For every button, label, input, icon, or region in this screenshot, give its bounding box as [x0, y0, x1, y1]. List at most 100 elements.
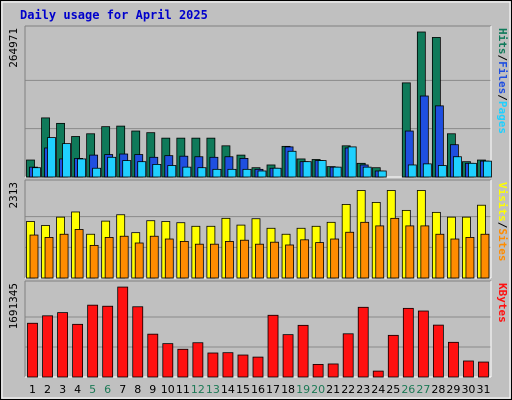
- x-tick-label-day-24: 24: [371, 383, 385, 396]
- bar-kbytes-day-6: [102, 305, 114, 378]
- x-tick-label-day-15: 15: [236, 383, 250, 396]
- bar-sites-day-25: [390, 217, 400, 279]
- x-tick-label-day-29: 29: [446, 383, 460, 396]
- bar-kbytes-day-22: [342, 333, 354, 378]
- bar-sites-day-19: [300, 239, 309, 279]
- bar-kbytes-day-20: [312, 363, 324, 378]
- bar-kbytes-day-16: [252, 356, 264, 378]
- x-tick-label-day-19: 19: [296, 383, 310, 396]
- bar-kbytes-day-3: [57, 312, 68, 378]
- legend-sites: Sites: [496, 228, 509, 261]
- bar-sites-day-1: [29, 234, 39, 279]
- bar-sites-day-23: [360, 221, 370, 279]
- bar-sites-day-13: [209, 243, 219, 279]
- x-tick-label-day-22: 22: [341, 383, 355, 396]
- bar-kbytes-day-26: [402, 307, 414, 378]
- bar-kbytes-day-11: [177, 348, 189, 378]
- bar-kbytes-day-17: [267, 314, 279, 378]
- bar-kbytes-day-21: [327, 363, 339, 378]
- bar-pages-day-9: [152, 164, 162, 178]
- bar-pages-day-23: [362, 166, 372, 178]
- bar-pages-day-11: [182, 166, 192, 178]
- bar-sites-day-27: [420, 225, 430, 279]
- x-tick-label-day-18: 18: [281, 383, 295, 396]
- bar-kbytes-day-5: [87, 304, 99, 378]
- bar-sites-day-16: [255, 243, 264, 279]
- bar-kbytes-day-19: [297, 324, 309, 378]
- bar-kbytes-day-27: [417, 310, 429, 378]
- x-tick-label-day-20: 20: [311, 383, 325, 396]
- bar-pages-day-17: [272, 167, 282, 178]
- bar-kbytes-day-30: [463, 360, 474, 378]
- legend-kbytes: KBytes: [496, 283, 509, 323]
- x-tick-label-day-14: 14: [221, 383, 235, 396]
- bar-kbytes-day-4: [72, 323, 84, 378]
- bar-pages-day-27: [422, 163, 432, 178]
- x-tick-label-day-3: 3: [59, 383, 66, 396]
- x-tick-label-day-2: 2: [44, 383, 51, 396]
- bar-pages-day-2: [47, 137, 56, 178]
- bar-kbytes-day-9: [147, 333, 159, 378]
- bar-pages-day-15: [242, 168, 252, 178]
- x-tick-label-day-26: 26: [401, 383, 415, 396]
- bar-pages-day-16: [257, 170, 267, 178]
- bar-kbytes-day-7: [117, 286, 129, 378]
- bar-sites-day-3: [59, 233, 69, 279]
- bar-kbytes-day-24: [372, 370, 384, 378]
- x-tick-label-day-17: 17: [266, 383, 280, 396]
- bar-sites-day-7: [119, 235, 129, 279]
- bar-pages-day-5: [92, 167, 102, 178]
- bar-kbytes-day-18: [282, 334, 294, 378]
- bar-sites-day-20: [315, 242, 325, 279]
- x-tick-label-day-28: 28: [431, 383, 445, 396]
- bar-sites-day-26: [405, 225, 415, 279]
- bar-sites-day-30: [465, 237, 475, 279]
- bar-pages-day-8: [137, 161, 147, 178]
- side-legend: Hits/Files/Pages: [496, 28, 509, 134]
- bar-sites-day-4: [74, 229, 84, 279]
- bar-sites-day-15: [240, 239, 249, 279]
- bar-sites-day-12: [194, 243, 204, 279]
- y-max-label: 2313: [7, 182, 20, 209]
- legend-pages: Pages: [496, 101, 509, 134]
- bar-pages-day-10: [167, 165, 177, 178]
- bar-kbytes-day-25: [387, 334, 399, 378]
- x-tick-label-day-11: 11: [176, 383, 190, 396]
- bar-pages-day-7: [122, 160, 132, 178]
- bar-sites-day-22: [345, 231, 355, 279]
- y-max-label: 1691345: [7, 283, 20, 329]
- bar-sites-day-31: [480, 233, 490, 279]
- x-tick-label-day-12: 12: [191, 383, 205, 396]
- y-max-label: 264971: [7, 28, 20, 68]
- bar-sites-day-28: [435, 233, 445, 279]
- bar-kbytes-day-13: [207, 352, 219, 378]
- x-tick-label-day-25: 25: [386, 383, 400, 396]
- x-tick-label-day-8: 8: [134, 383, 141, 396]
- bar-kbytes-day-1: [27, 322, 38, 378]
- bar-pages-day-3: [62, 143, 71, 178]
- bar-sites-day-29: [450, 238, 460, 279]
- x-tick-label-day-6: 6: [104, 383, 111, 396]
- legend-hits: Hits: [496, 28, 509, 55]
- bar-sites-day-2: [44, 237, 54, 279]
- bar-kbytes-day-28: [432, 324, 444, 378]
- bar-pages-day-13: [212, 168, 222, 178]
- bar-sites-day-9: [149, 235, 159, 279]
- x-tick-label-day-27: 27: [416, 383, 430, 396]
- legend-visits: Visits: [496, 182, 509, 222]
- bar-pages-day-18: [287, 150, 297, 178]
- legend-separator: /: [496, 94, 509, 101]
- legend-files: Files: [496, 61, 509, 94]
- x-tick-label-day-1: 1: [29, 383, 36, 396]
- x-tick-label-day-30: 30: [461, 383, 475, 396]
- bar-pages-day-14: [227, 168, 237, 178]
- bar-sites-day-24: [375, 225, 385, 279]
- x-tick-label-day-10: 10: [161, 383, 175, 396]
- bar-kbytes-day-14: [222, 352, 234, 378]
- panel-visits-sites: 2313 Visits/Sites: [7, 179, 509, 279]
- bar-pages-day-30: [468, 162, 477, 178]
- bar-pages-day-19: [302, 161, 312, 178]
- bar-pages-day-22: [347, 146, 357, 178]
- bar-sites-day-18: [285, 244, 294, 279]
